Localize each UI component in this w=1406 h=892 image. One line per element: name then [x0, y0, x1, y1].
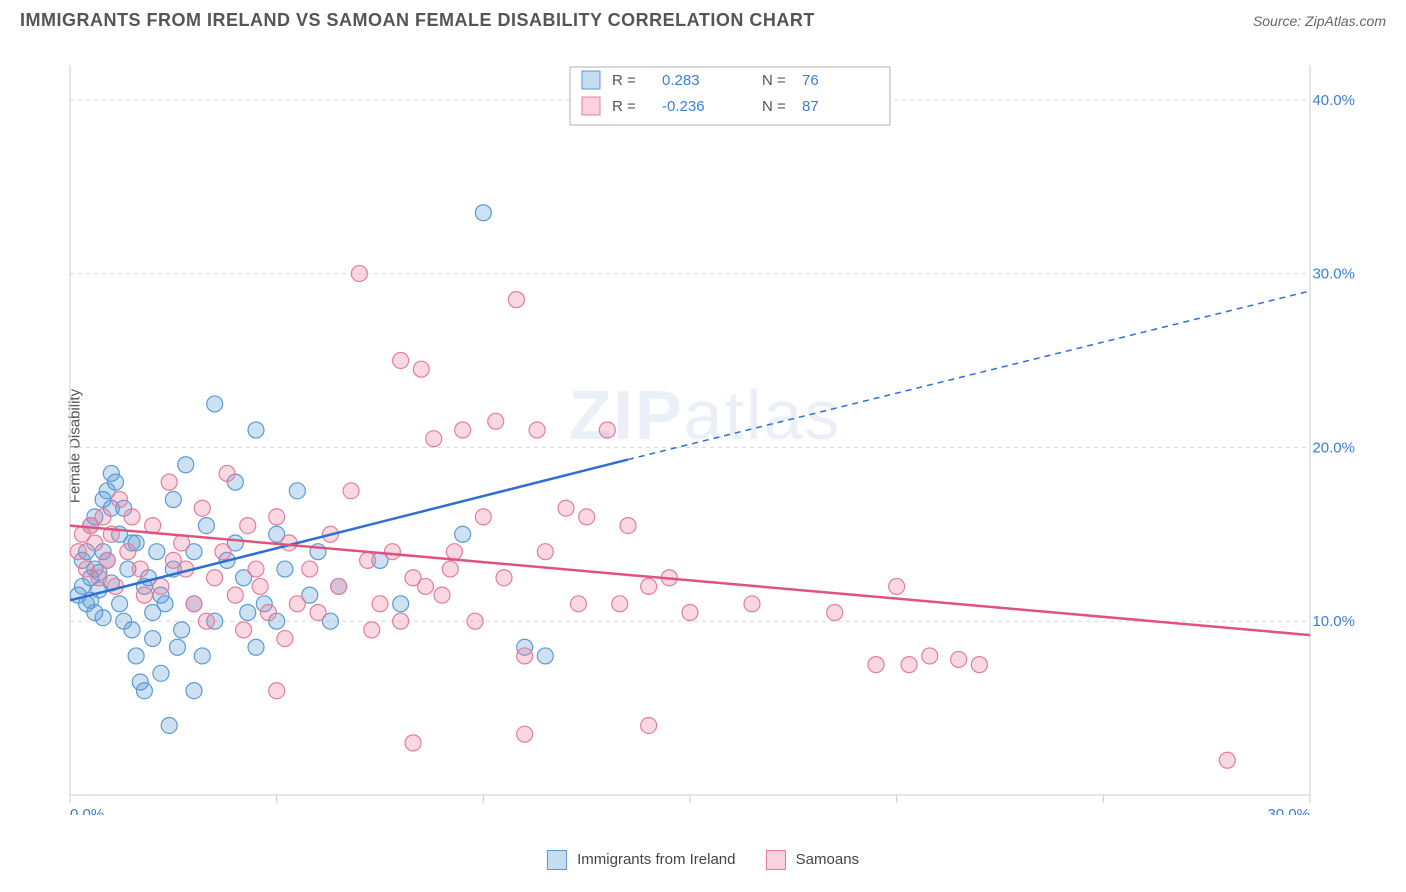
legend-item-samoans: Samoans [766, 850, 860, 870]
scatter-chart: 10.0% 20.0% 30.0% 40.0% 0.0% 30.0% R = 0.283 N =… [50, 45, 1360, 815]
svg-text:40.0%: 40.0% [1312, 92, 1355, 109]
legend-item-ireland: Immigrants from Ireland [547, 850, 736, 870]
svg-text:0.283: 0.283 [662, 72, 700, 89]
svg-text:10.0%: 10.0% [1312, 613, 1355, 630]
svg-text:N =: N = [762, 72, 786, 89]
svg-text:N =: N = [762, 98, 786, 115]
svg-text:76: 76 [802, 72, 819, 89]
svg-text:0.0%: 0.0% [70, 806, 104, 815]
svg-text:20.0%: 20.0% [1312, 439, 1355, 456]
legend-label-samoans: Samoans [796, 851, 859, 868]
svg-text:-0.236: -0.236 [662, 98, 705, 115]
chart-svg: 10.0% 20.0% 30.0% 40.0% 0.0% 30.0% R = 0.283 N =… [50, 45, 1360, 815]
chart-header: IMMIGRANTS FROM IRELAND VS SAMOAN FEMALE… [0, 0, 1406, 36]
svg-text:30.0%: 30.0% [1267, 806, 1310, 815]
source-attribution: Source: ZipAtlas.com [1253, 13, 1386, 29]
chart-title: IMMIGRANTS FROM IRELAND VS SAMOAN FEMALE… [20, 10, 815, 31]
legend-swatch-samoans [766, 850, 786, 870]
bottom-legend: Immigrants from Ireland Samoans [547, 850, 859, 870]
svg-text:R =: R = [612, 98, 636, 115]
svg-text:30.0%: 30.0% [1312, 266, 1355, 283]
svg-text:87: 87 [802, 98, 819, 115]
legend-swatch-ireland [547, 850, 567, 870]
legend-label-ireland: Immigrants from Ireland [577, 851, 735, 868]
svg-text:R =: R = [612, 72, 636, 89]
